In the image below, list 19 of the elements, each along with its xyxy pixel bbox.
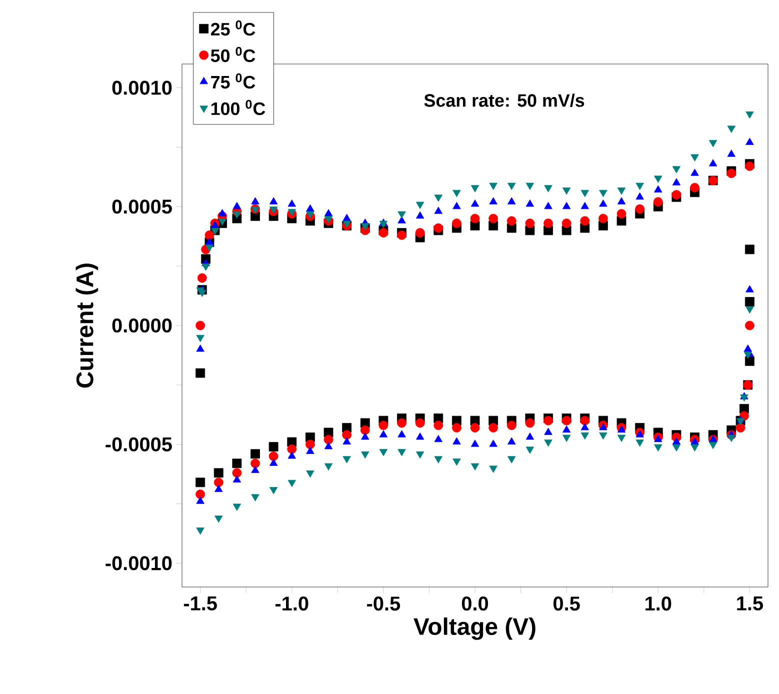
legend-label: 75 $^{0}$C	[211, 73, 256, 89]
x-tick-label: 0.0	[462, 596, 488, 611]
x-axis-title: Voltage (V)	[414, 617, 536, 640]
annotation: Scan rate: 50 mV/s	[424, 94, 584, 108]
x-tick-label: -1.5	[184, 596, 217, 610]
x-tick-label: -0.5	[367, 596, 400, 611]
x-tick-label: -1.0	[275, 596, 308, 611]
legend-label: 100 $^{0}$C	[211, 100, 266, 116]
legend-label: 25 $^{0}$C	[210, 20, 256, 36]
y-tick-label: -0.0005	[106, 437, 172, 452]
y-axis-title: Current (A)	[76, 264, 98, 388]
legend-label: 50 $^{0}$C	[210, 46, 256, 62]
y-tick-label: 0.0005	[112, 200, 172, 214]
x-tick-label: 1.5	[737, 596, 763, 610]
y-tick-label: 0.0000	[112, 318, 172, 333]
x-tick-label: 0.5	[553, 596, 580, 611]
x-tick-label: 1.0	[646, 596, 672, 611]
y-tick-label: -0.0010	[106, 556, 172, 570]
y-tick-label: 0.0010	[112, 80, 172, 95]
